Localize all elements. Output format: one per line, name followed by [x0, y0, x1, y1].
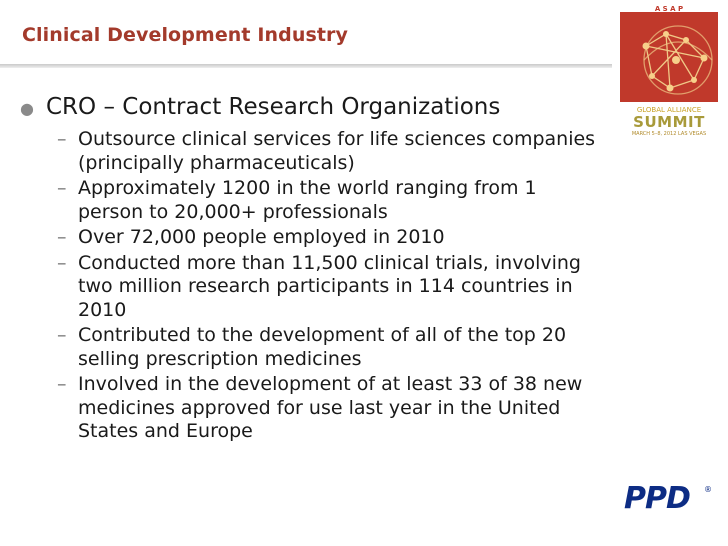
summit-logo-line1: GLOBAL ALLIANCE — [637, 106, 701, 114]
summit-logo-line3: MARCH 5–8, 2012 LAS VEGAS — [632, 131, 706, 137]
ppd-registered-mark: ® — [704, 485, 712, 494]
sub-bullet-text: Conducted more than 11,500 clinical tria… — [78, 251, 581, 321]
slide-title: Clinical Development Industry — [22, 24, 348, 46]
sub-bullet-text: Over 72,000 people employed in 2010 — [78, 226, 445, 248]
sub-bullet: – Involved in the development of at leas… — [57, 373, 660, 444]
bullet-content: ● CRO – Contract Research Organizations … — [20, 92, 660, 446]
sub-bullet-text: Contributed to the development of all of… — [78, 324, 567, 370]
asap-summit-logo: A S A P GLOBAL ALLIANCE SUMMIT MARCH 5–8… — [620, 5, 718, 137]
summit-logo-line2: SUMMIT — [633, 113, 705, 131]
title-bar: Clinical Development Industry — [0, 0, 612, 62]
sub-bullet: – Approximately 1200 in the world rangin… — [57, 177, 660, 224]
ppd-logo: PPD ® — [624, 481, 712, 514]
bullet-dot-icon: ● — [20, 99, 34, 118]
main-bullet: ● CRO – Contract Research Organizations — [20, 92, 660, 124]
sub-bullet: – Contributed to the development of all … — [57, 324, 660, 371]
sub-bullet: – Outsource clinical services for life s… — [57, 128, 660, 175]
main-bullet-text: CRO – Contract Research Organizations — [46, 94, 501, 120]
dash-icon: – — [57, 128, 67, 150]
sub-bullet-text: Involved in the development of at least … — [78, 373, 583, 442]
title-divider — [0, 64, 612, 68]
dash-icon: – — [57, 251, 67, 274]
dash-icon: – — [57, 177, 67, 199]
ppd-logo-text: PPD — [624, 481, 690, 514]
dash-icon: – — [57, 324, 67, 346]
dash-icon: – — [57, 373, 67, 395]
summit-logo-asap: A S A P — [655, 5, 683, 13]
sub-bullet: – Conducted more than 11,500 clinical tr… — [57, 252, 660, 323]
sub-bullet-list: – Outsource clinical services for life s… — [57, 128, 660, 444]
dash-icon: – — [57, 226, 67, 248]
sub-bullet: – Over 72,000 people employed in 2010 — [57, 226, 660, 250]
summit-globe-network-icon — [643, 25, 713, 95]
sub-bullet-text: Approximately 1200 in the world ranging … — [78, 177, 537, 223]
sub-bullet-text: Outsource clinical services for life sci… — [78, 128, 596, 174]
